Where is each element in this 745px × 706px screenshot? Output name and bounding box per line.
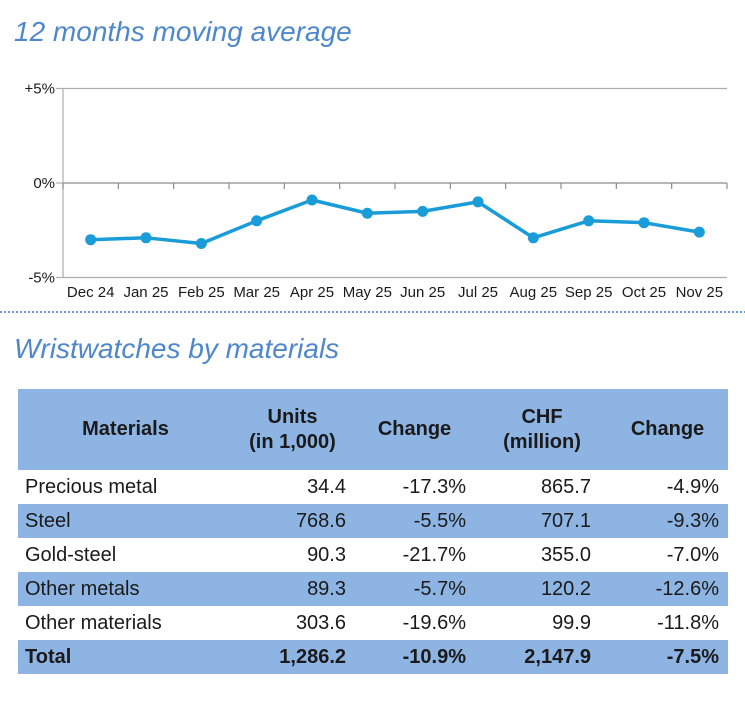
x-tick-label: Jul 25 — [458, 284, 498, 301]
x-tick-label: Dec 24 — [67, 284, 115, 301]
header-units-label: Units — [267, 405, 318, 428]
data-point — [693, 226, 705, 238]
chf-change-cell: -7.0% — [666, 543, 719, 566]
chf-change-cell: -7.5% — [666, 645, 719, 668]
data-point — [251, 215, 263, 227]
data-point — [195, 237, 207, 249]
y-tick-label: 0% — [33, 175, 55, 192]
x-tick-label: Aug 25 — [510, 284, 558, 301]
data-point — [527, 232, 539, 244]
moving-average-line-chart: +5% 0% -5% Dec 24 Jan 25 Feb 25 Mar 25 Apr 25 Ma… — [25, 81, 728, 301]
data-point — [472, 196, 484, 208]
header-chf-change: Change — [607, 389, 728, 470]
table-header: Materials Units (in 1,000) Change CHF (m… — [18, 389, 728, 470]
header-chf-label: CHF — [521, 405, 563, 428]
x-tick-label: Sep 25 — [565, 284, 613, 301]
chf-cell: 120.2 — [540, 577, 591, 600]
chf-change-cell: -11.8% — [657, 611, 719, 634]
table-row: Gold-steel 90.3 -21.7% 355.0 -7.0% — [18, 538, 728, 572]
units-change-cell: -19.6% — [402, 611, 466, 634]
units-cell: 1,286.2 — [279, 645, 346, 668]
units-change-cell: -5.5% — [413, 509, 466, 532]
table-body: Precious metal 34.4 -17.3% 865.7 -4.9% Steel 7… — [18, 470, 728, 674]
x-tick-label: Apr 25 — [290, 284, 334, 301]
x-tick-label: Feb 25 — [178, 284, 225, 301]
x-tick-label: May 25 — [343, 284, 392, 301]
table-header-row: Materials Units (in 1,000) Change CHF (m… — [18, 389, 728, 470]
materials-table: Materials Units (in 1,000) Change CHF (m… — [18, 389, 728, 674]
header-materials-label: Materials — [82, 418, 169, 440]
units-cell: 303.6 — [295, 611, 346, 634]
chf-cell: 99.9 — [552, 611, 591, 634]
header-materials: Materials — [18, 389, 233, 470]
table-total-row: Total 1,286.2 -10.9% 2,147.9 -7.5% — [18, 640, 728, 674]
units-change-cell: -21.7% — [402, 543, 466, 566]
chf-change-cell: -9.3% — [666, 509, 719, 532]
units-cell: 89.3 — [307, 577, 346, 600]
chf-cell: 865.7 — [540, 475, 591, 498]
chf-cell: 2,147.9 — [524, 645, 591, 668]
x-tick-label: Oct 25 — [622, 284, 666, 301]
data-point — [140, 232, 152, 244]
material-cell: Other metals — [25, 577, 140, 600]
header-units: Units (in 1,000) — [233, 389, 352, 470]
y-tick-label: +5% — [25, 81, 55, 98]
header-units-change: Change — [352, 389, 477, 470]
chf-change-cell: -4.9% — [666, 475, 719, 498]
table-row: Other materials 303.6 -19.6% 99.9 -11.8% — [18, 606, 728, 640]
units-cell: 34.4 — [307, 475, 346, 498]
table-row: Other metals 89.3 -5.7% 120.2 -12.6% — [18, 572, 728, 606]
series-line — [88, 198, 702, 246]
x-tick-label: Mar 25 — [233, 284, 280, 301]
header-chf-sub: (million) — [503, 430, 581, 453]
section-divider — [0, 311, 745, 313]
material-cell: Gold-steel — [25, 543, 117, 566]
material-cell: Other materials — [25, 611, 162, 634]
data-point — [583, 215, 595, 227]
data-point — [638, 217, 650, 229]
table-title: Wristwatches by materials — [14, 333, 340, 364]
chf-cell: 707.1 — [540, 509, 591, 532]
table-row: Precious metal 34.4 -17.3% 865.7 -4.9% — [18, 470, 728, 504]
data-point — [417, 205, 429, 217]
table-row: Steel 768.6 -5.5% 707.1 -9.3% — [18, 504, 728, 538]
chart-title: 12 months moving average — [14, 16, 352, 47]
material-cell: Total — [25, 645, 72, 668]
header-units-change-label: Change — [377, 418, 452, 440]
material-cell: Precious metal — [25, 475, 158, 498]
header-units-sub: (in 1,000) — [249, 430, 336, 453]
units-cell: 90.3 — [307, 543, 346, 566]
units-cell: 768.6 — [295, 509, 346, 532]
units-change-cell: -10.9% — [402, 645, 466, 668]
data-point — [361, 207, 373, 219]
units-change-cell: -5.7% — [413, 577, 466, 600]
x-tick-label: Jun 25 — [400, 284, 445, 301]
data-point — [306, 194, 318, 206]
material-cell: Steel — [25, 509, 71, 532]
chf-cell: 355.0 — [540, 543, 591, 566]
x-tick-label: Jan 25 — [123, 284, 168, 301]
header-chf: CHF (million) — [477, 389, 607, 470]
data-point — [85, 234, 97, 246]
chf-change-cell: -12.6% — [655, 577, 719, 600]
units-change-cell: -17.3% — [402, 475, 466, 498]
x-tick-label: Nov 25 — [676, 284, 724, 301]
header-chf-change-label: Change — [630, 418, 705, 440]
y-tick-label: -5% — [28, 270, 55, 287]
